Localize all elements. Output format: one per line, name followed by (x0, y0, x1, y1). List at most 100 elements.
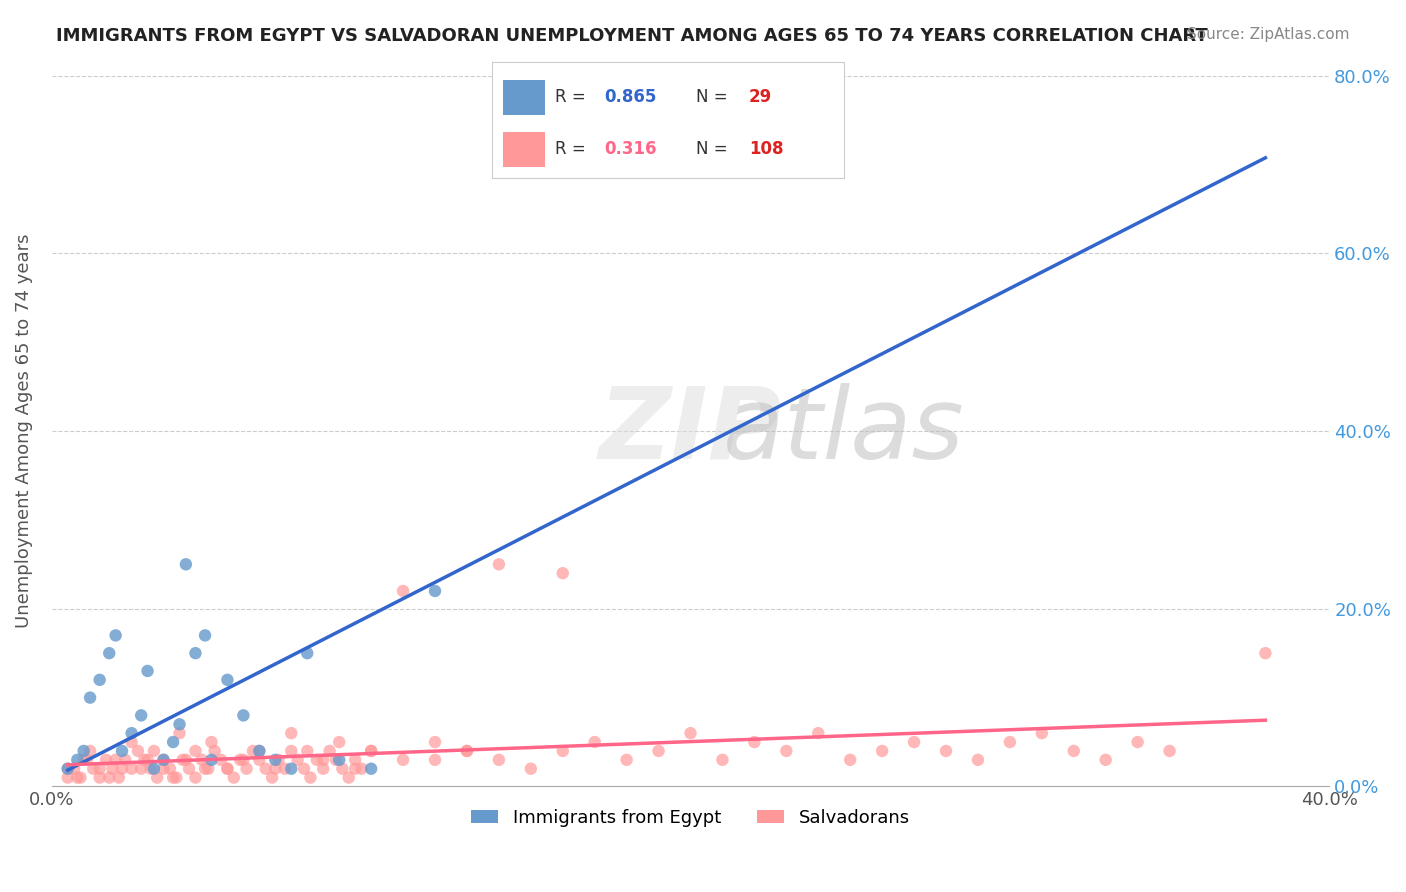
Point (344, 762, 367, 776)
Point (337, 771, 360, 785)
Point (134, 753, 156, 767)
Point (488, 558, 510, 572)
Point (423, 735, 446, 749)
Point (392, 584, 415, 599)
Point (292, 762, 315, 776)
Point (79, 690, 101, 705)
Point (456, 744, 478, 758)
Point (775, 744, 797, 758)
Point (129, 708, 152, 723)
Point (165, 771, 187, 785)
Point (104, 753, 127, 767)
Point (360, 744, 382, 758)
Point (312, 753, 335, 767)
Point (280, 726, 302, 740)
Text: IMMIGRANTS FROM EGYPT VS SALVADORAN UNEMPLOYMENT AMONG AGES 65 TO 74 YEARS CORRE: IMMIGRANTS FROM EGYPT VS SALVADORAN UNEM… (56, 27, 1208, 45)
Point (79, 744, 101, 758)
Point (98, 771, 121, 785)
Point (1254, 51, 1277, 65)
Point (108, 771, 131, 785)
Point (82, 762, 104, 776)
Point (69, 771, 91, 785)
Point (101, 762, 124, 776)
Point (423, 584, 446, 599)
Point (262, 771, 284, 785)
Point (423, 753, 446, 767)
Point (89, 762, 111, 776)
Point (121, 735, 143, 749)
Point (297, 744, 319, 758)
Point (66, 771, 89, 785)
Point (217, 673, 239, 687)
Point (488, 753, 510, 767)
Point (242, 744, 264, 758)
Point (89, 673, 111, 687)
Point (318, 744, 340, 758)
Point (229, 753, 252, 767)
Point (194, 628, 217, 642)
Point (159, 762, 181, 776)
Point (127, 744, 149, 758)
Point (142, 744, 165, 758)
Point (325, 753, 347, 767)
Point (169, 717, 191, 731)
Point (520, 762, 543, 776)
Point (679, 726, 702, 740)
Point (172, 753, 194, 767)
Point (647, 744, 669, 758)
Point (142, 762, 165, 776)
Legend: Immigrants from Egypt, Salvadorans: Immigrants from Egypt, Salvadorans (464, 802, 917, 834)
Point (1063, 744, 1085, 758)
Point (169, 726, 191, 740)
Text: N =: N = (696, 88, 727, 106)
Text: R =: R = (555, 88, 586, 106)
Point (152, 753, 174, 767)
Point (56, 762, 79, 776)
Point (247, 753, 270, 767)
Text: 29: 29 (748, 88, 772, 106)
Point (56, 762, 79, 776)
Point (264, 753, 287, 767)
Point (232, 708, 254, 723)
Point (209, 753, 232, 767)
Point (174, 753, 197, 767)
Point (344, 753, 367, 767)
Point (274, 762, 297, 776)
Point (121, 726, 143, 740)
Point (1126, 735, 1149, 749)
Point (66, 753, 89, 767)
Point (247, 744, 270, 758)
Point (162, 771, 184, 785)
Y-axis label: Unemployment Among Ages 65 to 74 years: Unemployment Among Ages 65 to 74 years (15, 234, 32, 628)
Point (456, 744, 478, 758)
Point (222, 771, 245, 785)
Text: Source: ZipAtlas.com: Source: ZipAtlas.com (1187, 27, 1350, 42)
Point (328, 735, 350, 749)
Text: 108: 108 (748, 140, 783, 159)
Point (177, 762, 200, 776)
Point (152, 753, 174, 767)
Point (197, 762, 219, 776)
Point (280, 762, 302, 776)
Point (711, 753, 734, 767)
Point (264, 762, 287, 776)
Point (807, 726, 830, 740)
Text: R =: R = (555, 140, 586, 159)
Point (350, 762, 373, 776)
Point (162, 735, 184, 749)
Point (136, 664, 159, 678)
Bar (503, 132, 546, 167)
Point (114, 753, 136, 767)
Point (360, 744, 382, 758)
Point (232, 753, 254, 767)
Point (174, 558, 197, 572)
Point (76, 753, 98, 767)
Point (744, 735, 766, 749)
Point (360, 762, 382, 776)
Point (312, 762, 335, 776)
Point (935, 744, 957, 758)
Point (392, 753, 415, 767)
Point (967, 753, 990, 767)
Point (200, 753, 222, 767)
Point (998, 735, 1021, 749)
